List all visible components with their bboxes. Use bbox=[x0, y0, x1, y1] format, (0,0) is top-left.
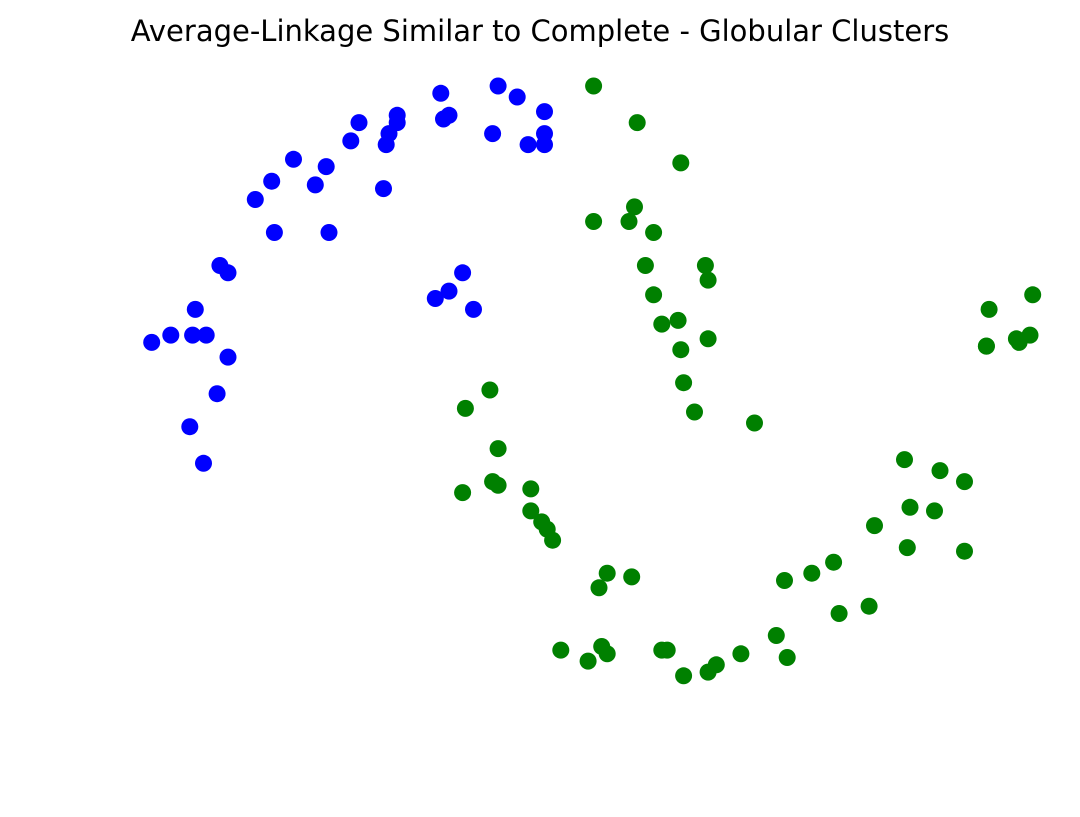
data-point-cluster-1-24 bbox=[320, 224, 338, 241]
data-point-cluster-2-56 bbox=[533, 513, 551, 531]
data-point-cluster-2-29 bbox=[901, 498, 919, 516]
data-point-cluster-2-58 bbox=[522, 480, 540, 498]
data-point-cluster-1-31 bbox=[186, 300, 204, 318]
data-point-cluster-2-11 bbox=[645, 286, 663, 304]
data-point-cluster-1-8 bbox=[484, 125, 502, 143]
data-point-cluster-1-27 bbox=[454, 264, 472, 282]
data-point-cluster-2-31 bbox=[866, 517, 883, 535]
data-point-cluster-2-60 bbox=[484, 473, 502, 491]
data-point-cluster-1-13 bbox=[350, 114, 368, 132]
data-point-cluster-2-7 bbox=[645, 224, 663, 241]
data-point-cluster-2-46 bbox=[653, 641, 671, 659]
data-point-cluster-1-37 bbox=[208, 385, 226, 403]
data-point-cluster-2-34 bbox=[825, 553, 843, 571]
data-point-cluster-1-3 bbox=[508, 88, 526, 106]
data-point-cluster-1-7 bbox=[536, 136, 553, 154]
data-point-cluster-1-35 bbox=[197, 326, 215, 344]
data-point-cluster-2-13 bbox=[653, 315, 671, 333]
data-point-cluster-2-28 bbox=[956, 473, 973, 491]
data-point-cluster-1-39 bbox=[195, 454, 212, 472]
data-point-cluster-2-57 bbox=[522, 502, 540, 520]
data-point-cluster-2-63 bbox=[456, 399, 474, 417]
data-point-cluster-2-53 bbox=[590, 579, 608, 597]
data-point-cluster-1-22 bbox=[375, 180, 392, 198]
data-point-cluster-2-9 bbox=[696, 257, 714, 274]
data-point-cluster-2-43 bbox=[699, 663, 717, 681]
data-point-cluster-2-33 bbox=[956, 542, 973, 560]
data-point-cluster-2-51 bbox=[623, 568, 641, 586]
data-point-cluster-2-36 bbox=[776, 572, 793, 589]
data-point-cluster-2-27 bbox=[931, 462, 949, 480]
data-point-cluster-2-30 bbox=[926, 502, 943, 520]
data-point-cluster-2-16 bbox=[675, 374, 693, 392]
data-point-cluster-2-50 bbox=[579, 652, 597, 670]
data-point-cluster-2-37 bbox=[860, 597, 878, 615]
data-point-cluster-2-1 bbox=[585, 77, 603, 95]
data-point-cluster-2-39 bbox=[767, 627, 785, 644]
data-point-cluster-1-32 bbox=[162, 326, 180, 344]
data-point-cluster-2-26 bbox=[896, 451, 913, 469]
data-point-cluster-2-8 bbox=[636, 257, 654, 274]
data-point-cluster-2-32 bbox=[898, 539, 916, 557]
chart-title: Average-Linkage Similar to Complete - Gl… bbox=[130, 14, 950, 48]
data-point-cluster-1-6 bbox=[519, 136, 537, 154]
data-point-cluster-1-15 bbox=[377, 136, 395, 154]
data-point-cluster-2-23 bbox=[1010, 333, 1028, 351]
data-point-cluster-2-62 bbox=[454, 484, 472, 502]
data-point-cluster-1-33 bbox=[143, 333, 161, 351]
data-point-cluster-2-44 bbox=[675, 667, 693, 685]
data-point-cluster-2-49 bbox=[552, 641, 570, 659]
data-point-cluster-1-1 bbox=[432, 84, 450, 102]
data-point-cluster-1-20 bbox=[306, 176, 324, 194]
data-point-cluster-2-12 bbox=[669, 311, 687, 329]
data-point-cluster-2-48 bbox=[593, 638, 611, 655]
data-point-cluster-2-17 bbox=[686, 403, 703, 421]
data-point-cluster-2-52 bbox=[598, 564, 616, 582]
data-point-cluster-1-21 bbox=[246, 191, 264, 208]
data-point-cluster-1-17 bbox=[285, 150, 302, 168]
data-point-cluster-2-18 bbox=[746, 414, 763, 432]
data-point-cluster-2-4 bbox=[626, 198, 643, 216]
data-point-cluster-2-6 bbox=[585, 213, 603, 230]
data-point-cluster-1-34 bbox=[184, 326, 202, 344]
data-point-cluster-2-10 bbox=[699, 271, 717, 289]
data-point-cluster-2-64 bbox=[481, 381, 499, 399]
data-point-cluster-1-28 bbox=[440, 282, 458, 300]
data-point-cluster-2-2 bbox=[628, 114, 646, 132]
data-point-cluster-1-16 bbox=[342, 132, 360, 150]
data-point-cluster-2-14 bbox=[699, 330, 717, 348]
data-point-cluster-2-3 bbox=[672, 154, 690, 172]
data-point-cluster-1-29 bbox=[426, 290, 444, 307]
data-point-cluster-1-11 bbox=[435, 110, 452, 128]
data-point-cluster-2-41 bbox=[732, 645, 750, 663]
data-point-cluster-2-40 bbox=[778, 649, 796, 666]
data-point-cluster-1-38 bbox=[181, 418, 199, 436]
data-point-cluster-1-30 bbox=[465, 300, 482, 318]
data-point-cluster-2-15 bbox=[672, 341, 690, 359]
data-point-cluster-2-19 bbox=[1024, 286, 1042, 304]
data-point-cluster-1-26 bbox=[219, 264, 237, 282]
data-point-cluster-1-18 bbox=[317, 158, 335, 176]
data-point-cluster-2-20 bbox=[980, 300, 998, 318]
points-layer bbox=[143, 77, 1042, 685]
data-point-cluster-2-61 bbox=[489, 440, 507, 458]
data-point-cluster-1-4 bbox=[536, 103, 553, 121]
data-point-cluster-1-19 bbox=[263, 172, 281, 190]
data-point-cluster-2-35 bbox=[803, 564, 821, 582]
data-point-cluster-1-23 bbox=[265, 224, 283, 241]
data-point-cluster-2-38 bbox=[830, 605, 848, 622]
data-point-cluster-2-5 bbox=[620, 213, 638, 230]
data-point-cluster-1-36 bbox=[219, 348, 237, 366]
data-point-cluster-2-25 bbox=[977, 337, 995, 355]
data-point-cluster-1-2 bbox=[489, 77, 507, 95]
